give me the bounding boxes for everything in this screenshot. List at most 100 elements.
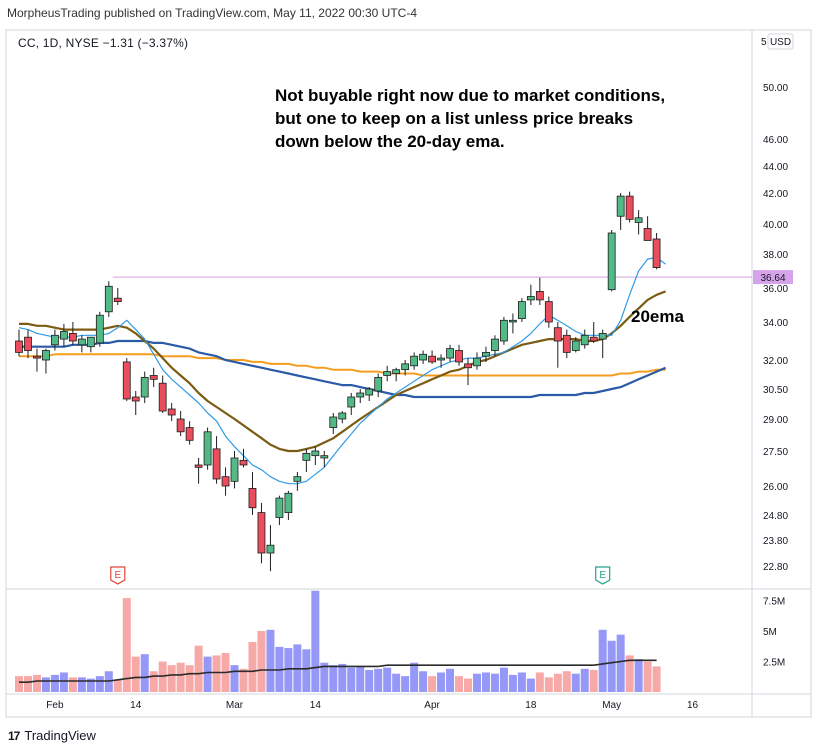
volume-bar <box>607 640 616 692</box>
candle-body <box>500 319 508 342</box>
candle-body <box>652 238 661 269</box>
candle-body <box>625 195 634 220</box>
candle-body <box>302 452 311 461</box>
tradingview-brand: TradingView <box>24 728 96 743</box>
candle-body <box>517 301 526 320</box>
volume-bar <box>553 673 562 692</box>
candle-body <box>230 457 239 482</box>
candle-body <box>374 376 383 392</box>
volume-bar <box>68 677 77 692</box>
candle-body <box>212 448 221 480</box>
price-tick-label: 46.00 <box>763 135 788 146</box>
volume-tick-label: 2.5M <box>763 658 785 669</box>
candle-body <box>455 350 463 363</box>
volume-bar <box>625 655 634 692</box>
volume-bar <box>302 649 311 692</box>
candle-body <box>221 476 230 487</box>
volume-bar <box>616 634 625 692</box>
candle-body <box>167 408 176 416</box>
volume-bar <box>248 641 257 692</box>
volume-bar <box>32 674 41 692</box>
earnings-marker-red <box>110 566 126 585</box>
volume-bar <box>464 678 472 692</box>
candle-body <box>419 353 428 361</box>
candle-body <box>60 331 68 340</box>
volume-bar <box>446 668 455 692</box>
price-tick-label: 36.00 <box>763 284 788 295</box>
candle-body <box>428 355 436 363</box>
volume-bar <box>410 662 419 692</box>
candle-body <box>347 396 356 408</box>
volume-bar <box>284 648 293 692</box>
price-tick-label: 29.00 <box>763 415 788 426</box>
candle-body <box>275 497 284 518</box>
candle-body <box>473 357 481 367</box>
candle-body <box>68 332 77 342</box>
volume-bar <box>437 672 446 692</box>
candle-body <box>266 544 275 554</box>
volume-bar <box>455 676 464 692</box>
last-price-label: 36.64 <box>760 273 785 284</box>
volume-bar <box>589 670 598 692</box>
volume-tick-label: 7.5M <box>763 597 785 608</box>
time-tick-label: Feb <box>46 700 64 711</box>
candle-body <box>464 363 472 369</box>
volume-bar <box>374 668 383 692</box>
candle-body <box>86 336 95 348</box>
last-price-badge <box>753 270 793 285</box>
volume-bar <box>544 677 553 692</box>
candle-body <box>194 464 203 468</box>
volume-bar <box>481 672 490 692</box>
candle-body <box>185 427 194 441</box>
volume-tick-label: 5M <box>763 627 777 638</box>
volume-bar <box>311 590 320 692</box>
time-tick-label: May <box>602 700 621 711</box>
candle-body <box>104 285 113 313</box>
volume-bar <box>401 676 410 692</box>
candle-body <box>544 301 553 323</box>
volume-bar <box>499 667 508 692</box>
volume-bar <box>598 629 607 692</box>
currency-badge[interactable] <box>767 33 794 50</box>
time-tick-label: Apr <box>424 700 440 711</box>
earnings-marker-green <box>595 566 611 585</box>
candle-body <box>158 382 167 412</box>
tradingview-logo[interactable]: 17 TradingView <box>8 728 96 743</box>
time-tick-label: 18 <box>525 700 537 711</box>
volume-bar <box>320 662 329 692</box>
time-tick-label: 16 <box>687 700 699 711</box>
volume-bar <box>149 671 158 692</box>
volume-bar <box>356 666 365 692</box>
volume-bar <box>77 677 86 692</box>
candle-body <box>33 355 41 359</box>
time-tick-label: 14 <box>130 700 142 711</box>
candle-body <box>95 314 104 344</box>
volume-bar <box>122 598 131 692</box>
volume-bar <box>59 672 68 692</box>
candle-body <box>311 450 320 457</box>
candle-body <box>607 232 616 291</box>
volume-bar <box>472 673 481 692</box>
volume-bar <box>652 666 661 692</box>
candle-body <box>562 334 571 353</box>
volume-bar <box>419 671 428 692</box>
ema-label: 20ema <box>631 307 684 326</box>
candle-body <box>401 363 410 371</box>
time-tick-label: Mar <box>226 700 244 711</box>
volume-bar <box>526 678 535 692</box>
price-tick-label: 42.00 <box>763 189 788 200</box>
candle-body <box>248 488 257 509</box>
annotation-line-2: but one to keep on a list unless price b… <box>275 109 633 128</box>
volume-bar <box>562 671 571 692</box>
price-tick-label: 23.80 <box>763 536 788 547</box>
candle-body <box>24 336 32 351</box>
price-tick-label: 26.00 <box>763 482 788 493</box>
candle-body <box>320 455 329 459</box>
candle-body <box>383 371 392 376</box>
price-tick-label: 40.00 <box>763 220 788 231</box>
candle-body <box>329 416 338 428</box>
price-tick-label: 50.00 <box>763 83 788 94</box>
price-tick-label: 22.80 <box>763 562 788 573</box>
candle-body <box>571 340 580 351</box>
